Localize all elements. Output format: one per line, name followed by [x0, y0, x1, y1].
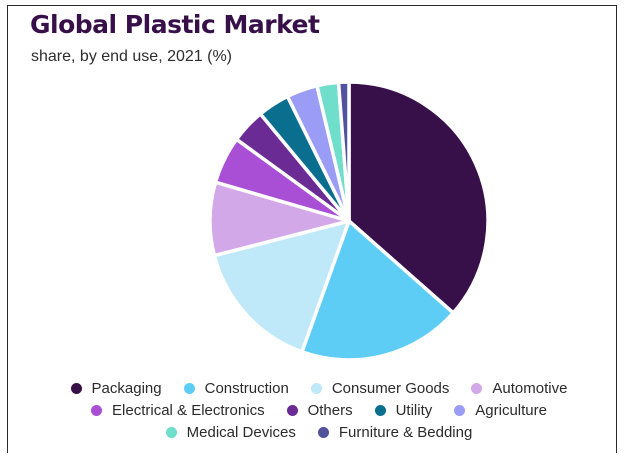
legend-swatch: [91, 404, 103, 416]
legend-swatch: [70, 382, 82, 394]
legend-row: Medical Devices Furniture & Bedding: [20, 421, 618, 443]
chart-title: Global Plastic Market: [30, 10, 320, 39]
chart-legend: Packaging Construction Consumer Goods Autom…: [20, 377, 618, 443]
legend-item-others: Others: [286, 401, 353, 419]
legend-label: Utility: [395, 401, 433, 419]
legend-item-automotive: Automotive: [471, 380, 567, 397]
pie-slice-furniture-bedding: [336, 80, 351, 223]
legend-swatch: [183, 382, 195, 394]
legend-row: Electrical & Electronics Others Utility Agr…: [20, 399, 618, 421]
legend-label: Construction: [204, 379, 289, 397]
legend-item-furniture-bedding: Furniture & Bedding: [317, 423, 473, 441]
legend-label: Electrical & Electronics: [112, 401, 265, 419]
legend-item-medical-devices: Medical Devices: [165, 423, 296, 441]
legend-item-agriculture: Agriculture: [454, 402, 547, 419]
legend-item-construction: Construction: [183, 379, 289, 397]
legend-item-consumer-goods: Consumer Goods: [310, 379, 450, 397]
legend-label: Agriculture: [475, 401, 547, 419]
legend-label: Automotive: [492, 379, 568, 397]
legend-swatch: [317, 426, 329, 438]
legend-label: Medical Devices: [186, 423, 296, 441]
legend-row: Packaging Construction Consumer Goods Autom…: [20, 377, 618, 399]
legend-item-packaging: Packaging: [70, 379, 162, 397]
legend-swatch: [310, 382, 322, 394]
legend-swatch: [286, 404, 298, 416]
pie-slice-construction: [300, 219, 456, 362]
legend-item-utility: Utility: [374, 401, 433, 419]
legend-swatch: [374, 404, 386, 416]
chart-subtitle: share, by end use, 2021 (%): [31, 48, 233, 65]
legend-swatch: [454, 404, 466, 416]
legend-label: Consumer Goods: [331, 379, 450, 397]
pie-slice-packaging: [347, 80, 490, 315]
pie-slice-consumer-goods: [212, 219, 351, 354]
legend-swatch: [471, 382, 483, 394]
legend-swatch: [165, 426, 177, 438]
legend-label: Others: [307, 401, 353, 419]
legend-label: Furniture & Bedding: [338, 423, 473, 441]
legend-label: Packaging: [91, 379, 162, 397]
legend-item-electrical-electronics: Electrical & Electronics: [91, 402, 265, 419]
